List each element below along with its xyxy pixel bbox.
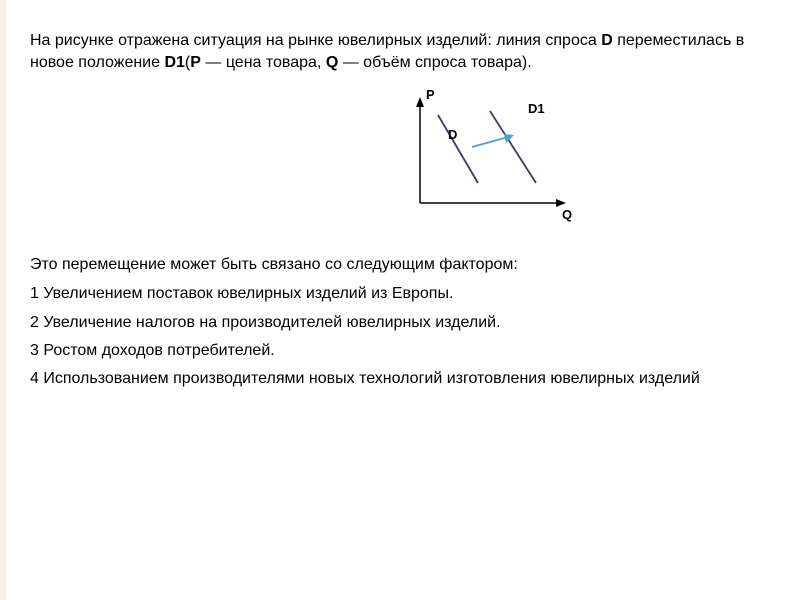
- demand-line-d: [438, 115, 478, 183]
- x-axis-arrowhead: [556, 199, 566, 207]
- intro-d-bold: D: [601, 32, 613, 49]
- intro-text-5: — объём спроса товара).: [338, 54, 531, 71]
- chart-container: P Q D D1: [30, 83, 760, 233]
- demand-line-d1: [490, 111, 536, 183]
- intro-d1-bold: D1: [164, 54, 184, 71]
- intro-q-bold: Q: [326, 54, 338, 71]
- answers-intro: Это перемещение может быть связано со сл…: [30, 253, 760, 277]
- answer-option-2: 2 Увеличение налогов на производителей ю…: [30, 312, 760, 334]
- d1-line-label: D1: [528, 101, 545, 116]
- demand-chart: P Q D D1: [390, 83, 580, 233]
- d-line-label: D: [448, 127, 457, 142]
- shift-arrow-line: [472, 137, 508, 147]
- intro-paragraph: На рисунке отражена ситуация на рынке юв…: [30, 30, 760, 73]
- intro-text-1: На рисунке отражена ситуация на рынке юв…: [30, 32, 601, 49]
- answer-option-4: 4 Использованием производителями новых т…: [30, 368, 760, 390]
- answer-option-3: 3 Ростом доходов потребителей.: [30, 340, 760, 362]
- intro-p-bold: P: [190, 54, 201, 71]
- y-axis-arrowhead: [416, 97, 424, 107]
- q-axis-label: Q: [562, 207, 572, 222]
- answer-option-1: 1 Увеличением поставок ювелирных изделий…: [30, 283, 760, 305]
- slide-content: На рисунке отражена ситуация на рынке юв…: [0, 0, 800, 600]
- p-axis-label: P: [426, 87, 435, 102]
- intro-text-4: — цена товара,: [201, 54, 326, 71]
